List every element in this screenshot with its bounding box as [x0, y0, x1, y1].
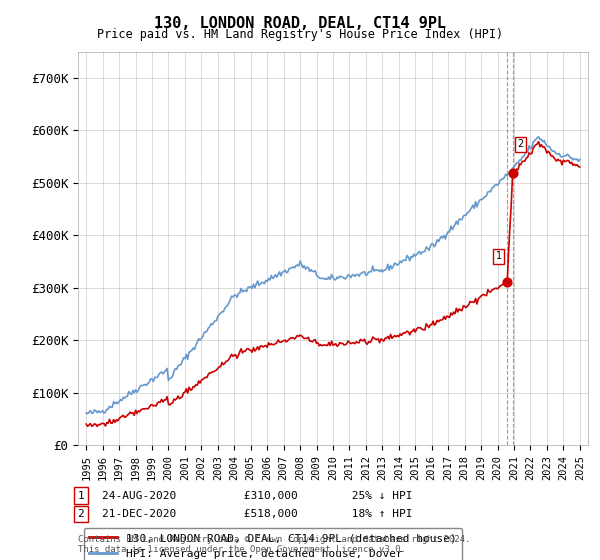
Text: 24-AUG-2020          £310,000        25% ↓ HPI: 24-AUG-2020 £310,000 25% ↓ HPI — [102, 491, 413, 501]
Legend: 130, LONDON ROAD, DEAL, CT14 9PL (detached house), HPI: Average price, detached : 130, LONDON ROAD, DEAL, CT14 9PL (detach… — [83, 528, 462, 560]
Text: 1: 1 — [496, 251, 502, 261]
Text: 2: 2 — [518, 139, 524, 150]
Text: 130, LONDON ROAD, DEAL, CT14 9PL: 130, LONDON ROAD, DEAL, CT14 9PL — [154, 16, 446, 31]
Point — [502, 278, 512, 287]
Text: Contains HM Land Registry data © Crown copyright and database right 2024.
This d: Contains HM Land Registry data © Crown c… — [78, 535, 470, 554]
Point — [508, 169, 517, 178]
Text: 21-DEC-2020          £518,000        18% ↑ HPI: 21-DEC-2020 £518,000 18% ↑ HPI — [102, 509, 413, 519]
Text: 2: 2 — [77, 509, 85, 519]
Text: Price paid vs. HM Land Registry's House Price Index (HPI): Price paid vs. HM Land Registry's House … — [97, 28, 503, 41]
Text: 1: 1 — [77, 491, 85, 501]
